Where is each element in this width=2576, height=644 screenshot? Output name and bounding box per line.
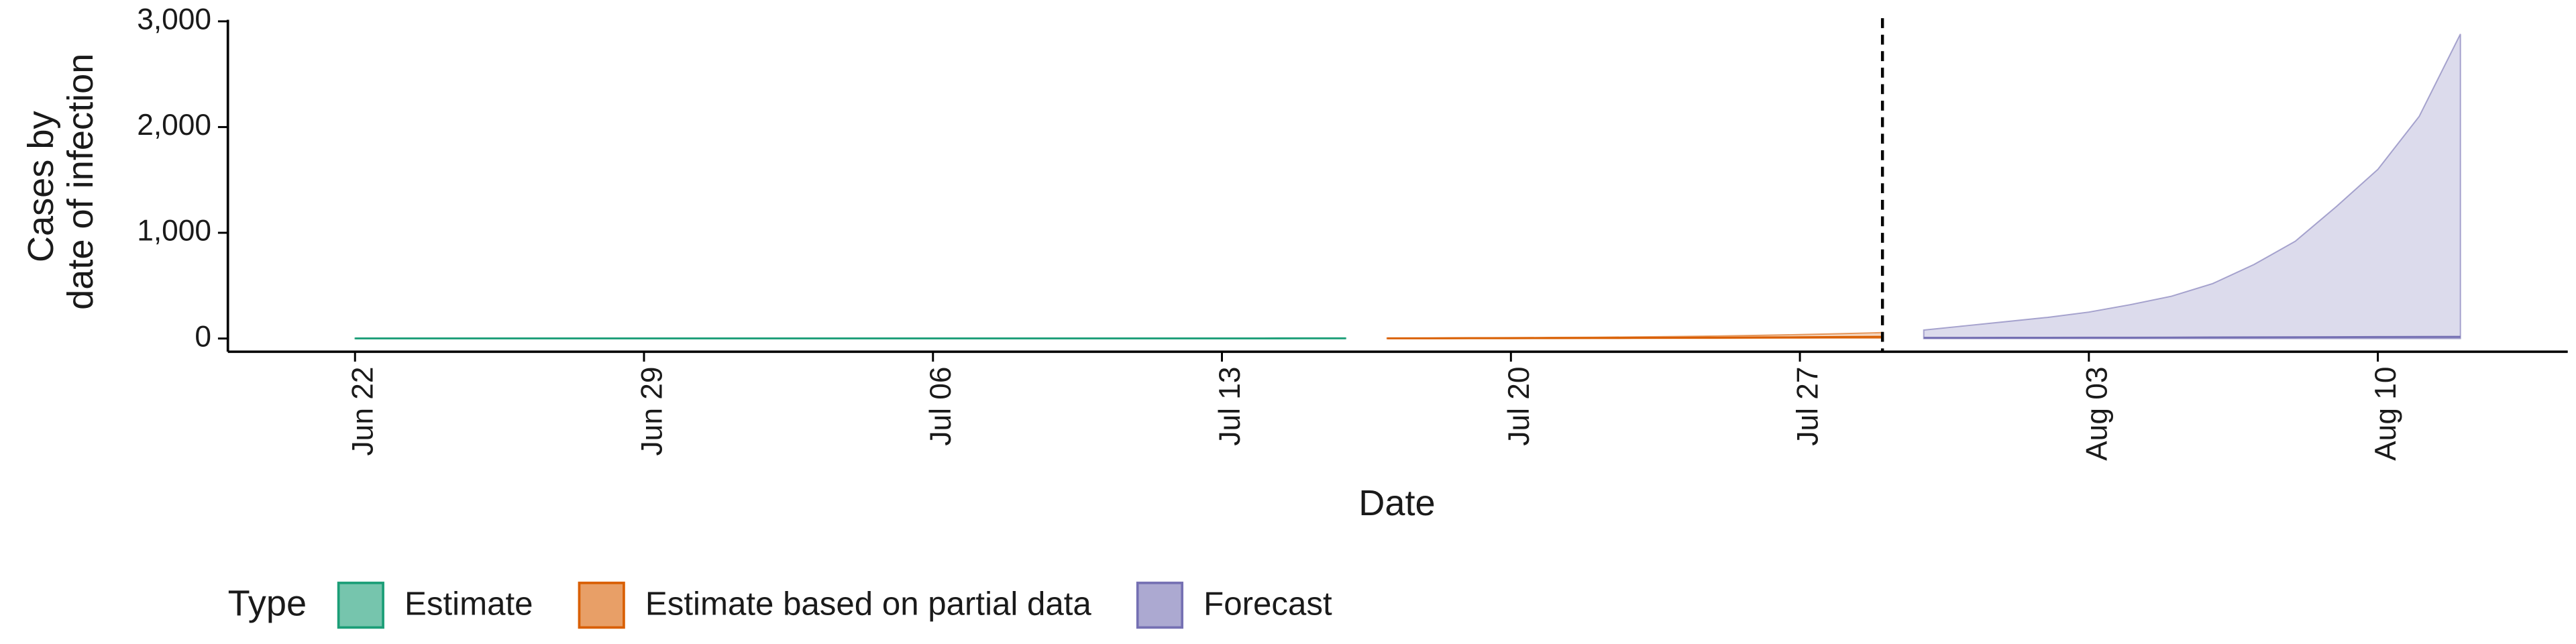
x-tick-label: Jul 20 <box>1503 366 1536 445</box>
median-line <box>1387 335 1883 339</box>
y-tick-label: 2,000 <box>137 109 211 142</box>
y-tick-label: 0 <box>195 320 211 353</box>
y-axis-title-line: Cases by <box>21 111 61 262</box>
x-tick-label: Jun 29 <box>635 366 668 455</box>
legend-key <box>1136 582 1184 629</box>
legend-label: Estimate based on partial data <box>645 585 1091 622</box>
x-tick-label: Aug 03 <box>2080 366 2113 460</box>
x-tick-label: Jul 06 <box>924 366 957 445</box>
x-tick-label: Jun 22 <box>347 366 380 455</box>
y-tick-label: 1,000 <box>137 215 211 248</box>
median-line <box>1923 335 2461 339</box>
ribbon <box>1923 34 2461 339</box>
y-axis-title: Cases by date of infection <box>21 54 101 310</box>
y-tick-label: 3,000 <box>137 3 211 36</box>
legend-title: Type <box>228 584 307 624</box>
legend-key <box>578 582 625 629</box>
x-tick-label: Aug 10 <box>2369 366 2402 460</box>
legend-key <box>337 582 384 629</box>
x-tick-label: Jul 13 <box>1214 366 1246 445</box>
y-axis-title-line: date of infection <box>60 54 101 310</box>
x-axis-title: Date <box>1358 483 1435 523</box>
x-tick-label: Jul 27 <box>1792 366 1825 445</box>
legend-label: Estimate <box>405 585 533 622</box>
legend-label: Forecast <box>1203 585 1332 622</box>
